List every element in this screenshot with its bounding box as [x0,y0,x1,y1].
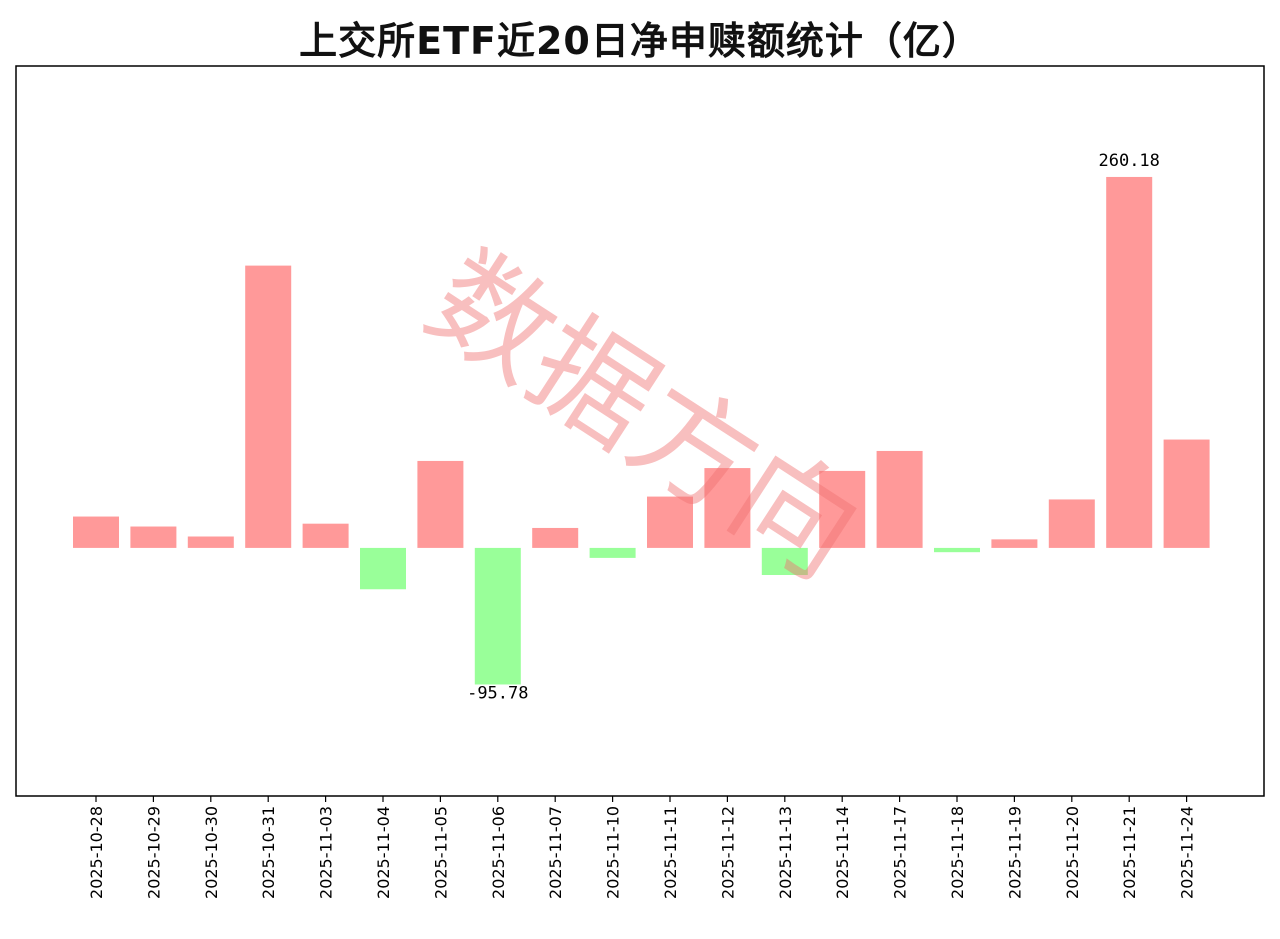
bar-2025-11-21 [1106,176,1153,548]
bar-2025-11-19 [991,539,1038,548]
x-tick-label: 2025-11-10 [604,806,623,899]
x-tick-label: 2025-11-24 [1178,806,1197,899]
bar-2025-10-31 [245,265,292,548]
bar-2025-11-14 [819,470,866,548]
x-tick-label: 2025-10-28 [87,806,106,899]
x-tick-label: 2025-11-06 [489,806,508,899]
plot-frame [15,65,1265,797]
x-tick-label: 2025-11-13 [776,806,795,899]
bar-2025-11-03 [302,523,349,548]
bar-2025-10-28 [73,516,119,548]
bar-2025-11-20 [1048,499,1095,548]
bar-2025-11-24 [1163,439,1210,548]
x-tick-label: 2025-11-21 [1120,806,1139,899]
bar-2025-11-17 [876,450,923,548]
x-tick-label: 2025-11-19 [1005,806,1024,899]
x-tick-label: 2025-11-11 [661,806,680,899]
bar-2025-11-12 [704,468,751,548]
chart-title: 上交所ETF近20日净申赎额统计（亿） [299,19,981,63]
x-tick-label: 2025-11-03 [317,806,336,899]
bar-2025-11-18 [934,547,980,553]
bar-2025-11-05 [417,460,464,548]
x-tick-label: 2025-11-05 [431,806,450,899]
bar-2025-11-11 [647,496,693,548]
x-tick-label: 2025-10-30 [202,806,221,899]
x-axis-ticks: 2025-10-28 2025-10-29 2025-10-30 2025-10-31… [87,796,1197,899]
x-tick-label: 2025-11-17 [891,806,910,899]
data-label-2025-11-21: 260.18 [1098,151,1159,171]
x-tick-label: 2025-11-12 [718,806,737,899]
bars-layer [73,176,1210,685]
data-label-2025-11-06: -95.78 [467,683,528,703]
x-tick-label: 2025-11-04 [374,806,393,899]
bar-2025-11-06 [474,547,521,685]
x-tick-label: 2025-10-29 [144,806,163,899]
bar-2025-10-30 [187,536,234,548]
x-tick-label: 2025-10-31 [259,806,278,899]
data-labels: 260.18 -95.78 [467,151,1160,704]
bar-2025-10-29 [130,526,177,548]
bar-2025-11-04 [360,547,406,590]
x-tick-label: 2025-11-07 [546,806,565,899]
x-tick-label: 2025-11-20 [1063,806,1082,899]
bar-2025-11-10 [589,547,636,558]
x-tick-label: 2025-11-14 [833,806,852,899]
x-tick-label: 2025-11-18 [948,806,967,899]
bar-2025-11-13 [761,547,808,576]
bar-2025-11-07 [532,527,579,548]
